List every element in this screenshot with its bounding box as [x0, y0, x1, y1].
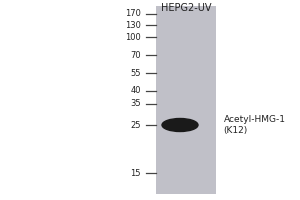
Bar: [156, 6, 216, 194]
Text: HEPG2-UV: HEPG2-UV: [161, 3, 211, 13]
Text: Acetyl-HMG-1
(K12): Acetyl-HMG-1 (K12): [224, 115, 286, 135]
Text: 70: 70: [130, 50, 141, 60]
Text: 25: 25: [130, 120, 141, 130]
Text: 55: 55: [130, 68, 141, 77]
Ellipse shape: [162, 118, 198, 132]
Text: 170: 170: [125, 9, 141, 19]
Text: 100: 100: [125, 32, 141, 42]
Text: 15: 15: [130, 168, 141, 178]
Text: 130: 130: [125, 21, 141, 29]
Text: 35: 35: [130, 99, 141, 108]
Text: 40: 40: [130, 86, 141, 95]
